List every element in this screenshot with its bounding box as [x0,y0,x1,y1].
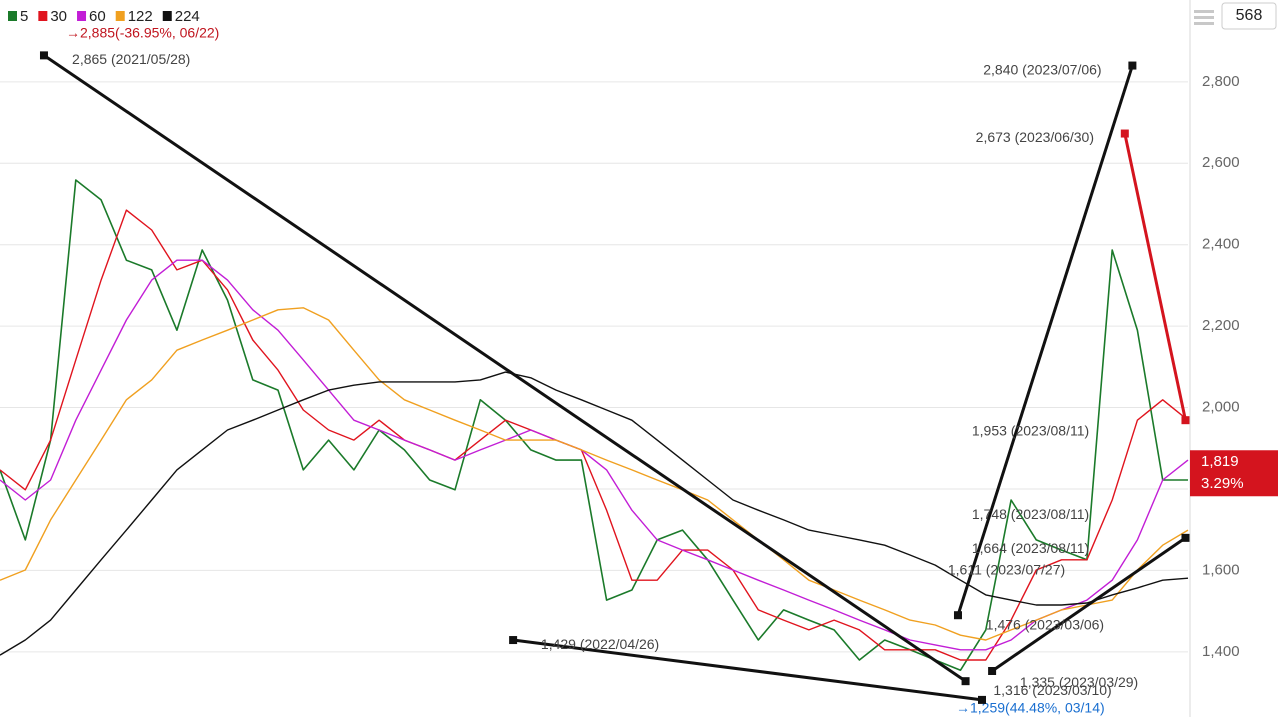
legend-swatch [162,11,172,21]
legend-swatch [8,11,17,21]
trend-point [961,677,970,686]
low-info: →1,259(44.48%, 03/14) [956,700,1105,716]
trend-line [43,54,967,683]
legend-label: 224 [175,8,200,25]
y-tick-label: 2,200 [1202,317,1240,334]
legend-label: 122 [128,8,153,25]
legend-swatch [77,11,87,21]
annotation: 1,429 (2022/04/26) [541,636,659,652]
menu-button[interactable] [1193,8,1215,28]
counter[interactable]: 568 [1236,7,1263,24]
y-tick-label: 2,400 [1202,236,1240,253]
annotation: 2,673 (2023/06/30) [976,129,1094,145]
trend-point [953,611,962,620]
trend-point [39,51,48,60]
menu-bar [1194,22,1214,25]
counter-box[interactable] [1221,2,1277,30]
y-tick-label: 2,800 [1202,73,1240,90]
current-price-box [1190,450,1278,497]
y-tick-label: 2,600 [1202,154,1240,171]
trend-point [1181,416,1190,425]
trend-point [988,666,997,675]
ma-line [0,307,1189,641]
trend-point [1120,129,1129,138]
trend-point [1128,61,1137,70]
menu-bar [1194,10,1214,13]
legend-swatch [115,11,125,21]
menu-bar [1194,16,1214,19]
trend-point [977,695,986,704]
ma-line [0,209,1189,661]
trend-point [509,636,518,645]
grid [0,81,1188,653]
annotation: 1,664 (2023/08/11) [972,540,1089,556]
annotation: 2,840 (2023/07/06) [983,61,1101,77]
high-info: →2,885(-36.95%, 06/22) [66,25,219,41]
current-change: 3.29% [1201,475,1244,492]
ma-line [0,259,1189,651]
y-tick-label: 1,600 [1202,561,1240,578]
y-tick-label: 2,000 [1202,399,1240,416]
trend-line [991,536,1187,673]
ma-line [0,179,1188,671]
trend-line [1123,133,1187,421]
ma-line [0,371,1189,656]
trend-point [1181,533,1190,542]
legend-label: 30 [50,8,67,25]
annotation: 1,953 (2023/08/11) [972,422,1089,438]
y-tick-label: 1,400 [1202,643,1240,660]
annotation: 1,316 (2023/03/10) [993,682,1111,698]
current-price: 1,819 [1201,453,1239,470]
legend-label: 60 [89,8,106,25]
trend-line [956,65,1134,616]
trend-line [512,638,983,702]
legend-swatch [38,11,48,21]
legend-label: 5 [20,8,28,25]
annotation: 1,748 (2023/08/11) [972,506,1089,522]
annotation: 1,476 (2023/03/06) [986,617,1104,633]
annotation: 1,335 (2023/03/29) [1020,674,1138,690]
annotation: 2,865 (2021/05/28) [72,51,190,67]
annotation: 1,611 (2023/07/27) [948,562,1065,578]
